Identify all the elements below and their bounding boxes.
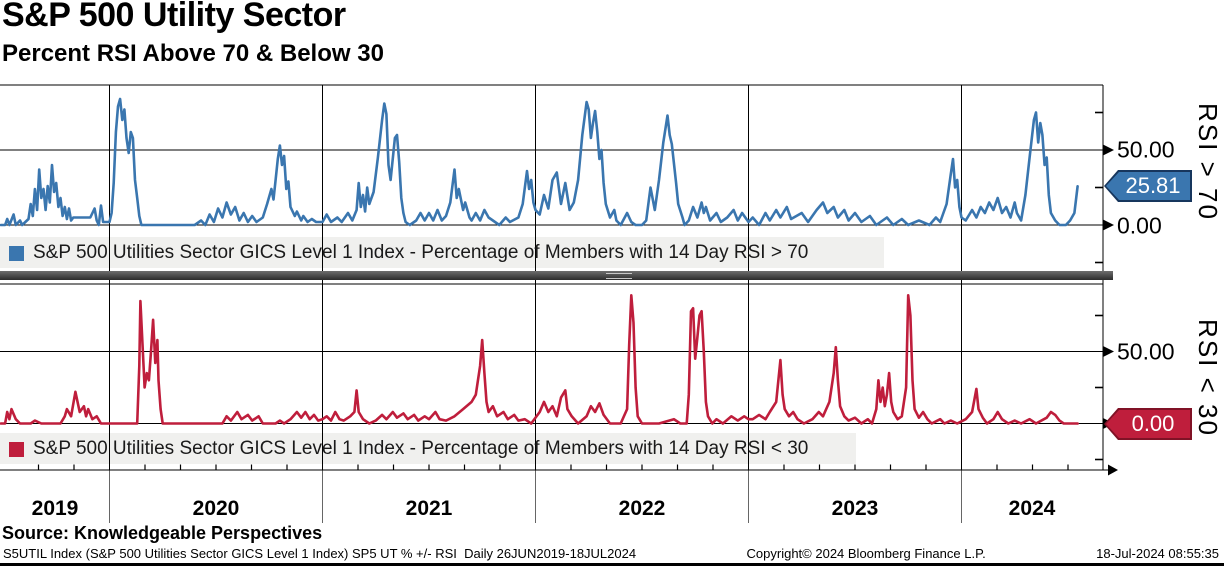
chart-subtitle: Percent RSI Above 70 & Below 30 (2, 40, 384, 67)
legend-label-rsi-below-30: S&P 500 Utilities Sector GICS Level 1 In… (33, 438, 809, 459)
legend-background-top (0, 237, 884, 268)
legend-background-bottom (0, 433, 856, 464)
last-value-badge-rsi-above-70: 25.81 (1104, 170, 1192, 202)
x-axis-year-label: 2022 (618, 497, 666, 520)
legend-swatch-red (9, 441, 24, 457)
last-value-badge-rsi-below-30: 0.00 (1104, 408, 1192, 440)
legend-swatch-blue (9, 245, 24, 261)
x-axis-year-label: 2023 (831, 497, 879, 520)
bottom-border (0, 563, 1224, 566)
y-tick-label-top-50: 50.00 (1117, 136, 1175, 163)
x-axis-year-label: 2020 (192, 497, 240, 520)
footer-datetime: 18-Jul-2024 08:55:35 (1096, 546, 1219, 561)
x-axis-year-label: 2019 (31, 497, 79, 520)
panel-divider-drag-handle[interactable] (606, 273, 632, 279)
y-axis-title-rsi-above-70: RSI > 70 (1193, 103, 1223, 221)
y-tick-label-bottom-50: 50.00 (1117, 338, 1175, 365)
x-axis-year-label: 2021 (405, 497, 453, 520)
panel-divider[interactable] (0, 271, 1113, 280)
legend-item-rsi-below-30[interactable]: S&P 500 Utilities Sector GICS Level 1 In… (9, 438, 808, 460)
footer-row: S5UTIL Index (S&P 500 Utilities Sector G… (3, 546, 1219, 561)
chart-title: S&P 500 Utility Sector (2, 0, 346, 34)
footer-copyright: Copyright© 2024 Bloomberg Finance L.P. (746, 546, 986, 561)
y-tick-label-top-0: 0.00 (1117, 212, 1162, 239)
footer-security-description: S5UTIL Index (S&P 500 Utilities Sector G… (3, 546, 637, 561)
last-value-rsi-above-70: 25.81 (1106, 172, 1190, 200)
legend-item-rsi-above-70[interactable]: S&P 500 Utilities Sector GICS Level 1 In… (9, 242, 808, 264)
last-value-rsi-below-30: 0.00 (1106, 410, 1190, 438)
y-axis-title-rsi-below-30: RSI < 30 (1193, 319, 1223, 437)
source-line: Source: Knowledgeable Perspectives (2, 523, 323, 543)
legend-label-rsi-above-70: S&P 500 Utilities Sector GICS Level 1 In… (33, 242, 809, 263)
x-axis-year-label: 2024 (1008, 497, 1056, 520)
